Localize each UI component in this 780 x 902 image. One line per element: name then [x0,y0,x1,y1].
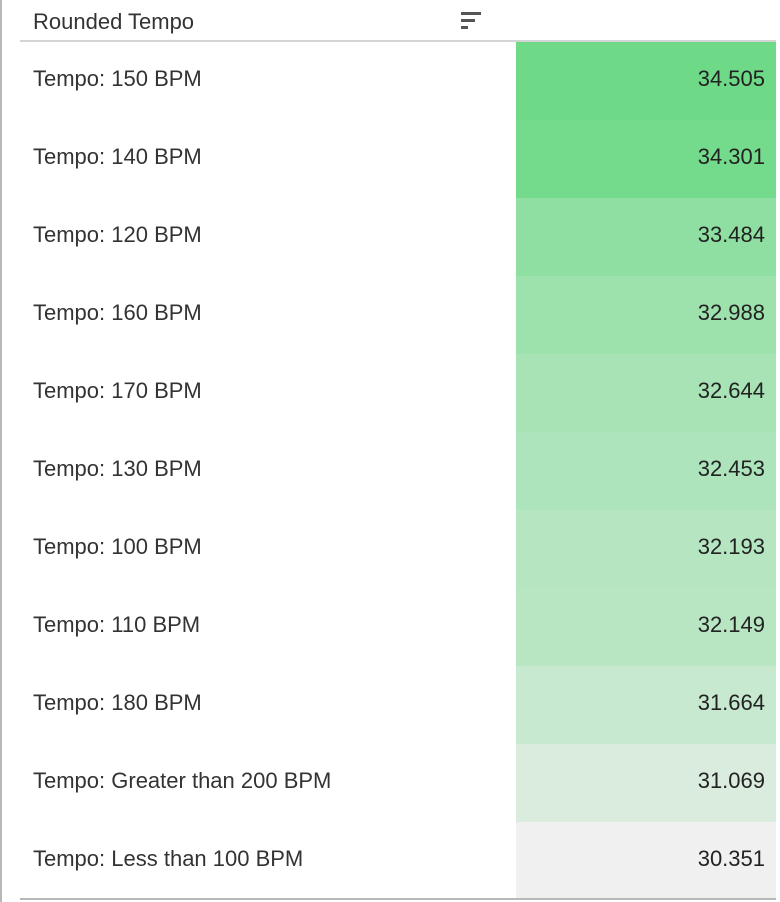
row-label: Tempo: 180 BPM [33,690,202,715]
value-label: 33.484 [697,222,765,247]
row-label: Tempo: Less than 100 BPM [33,846,304,871]
value-label: 34.301 [697,144,765,169]
sort-descending-icon[interactable] [461,12,485,34]
value-label: 31.069 [697,768,765,793]
left-border [0,0,2,902]
highlight-table: Tempo: 150 BPM 34.505 Tempo: 140 BPM 34.301… [20,42,776,900]
table-row[interactable]: Tempo: 140 BPM 34.301 [20,120,776,198]
value-cell[interactable]: 33.484 [516,198,776,276]
table-row[interactable]: Tempo: 130 BPM 32.453 [20,432,776,510]
table-row[interactable]: Tempo: 120 BPM 33.484 [20,198,776,276]
row-label: Tempo: 120 BPM [33,222,202,247]
value-label: 32.149 [697,612,765,637]
table-row[interactable]: Tempo: Less than 100 BPM 30.351 [20,822,776,900]
table-row[interactable]: Tempo: Greater than 200 BPM 31.069 [20,744,776,822]
row-label: Tempo: 160 BPM [33,300,202,325]
row-label: Tempo: 140 BPM [33,144,202,169]
row-label: Tempo: 150 BPM [33,66,202,91]
table-row[interactable]: Tempo: 180 BPM 31.664 [20,666,776,744]
value-label: 34.505 [697,66,765,91]
table-row[interactable]: Tempo: 170 BPM 32.644 [20,354,776,432]
value-cell[interactable]: 32.644 [516,354,776,432]
value-cell[interactable]: 30.351 [516,822,776,900]
row-label: Tempo: 130 BPM [33,456,202,481]
value-label: 32.453 [697,456,765,481]
row-label: Tempo: 170 BPM [33,378,202,403]
value-label: 30.351 [697,846,765,871]
value-label: 32.644 [697,378,765,403]
value-cell[interactable]: 32.149 [516,588,776,666]
column-header-label: Rounded Tempo [33,9,195,34]
value-label: 31.664 [697,690,765,715]
value-cell[interactable]: 32.193 [516,510,776,588]
bottom-border [20,898,776,900]
row-label: Tempo: 110 BPM [33,612,201,637]
value-cell[interactable]: 32.988 [516,276,776,354]
table-row[interactable]: Tempo: 110 BPM 32.149 [20,588,776,666]
value-label: 32.988 [697,300,765,325]
table-row[interactable]: Tempo: 160 BPM 32.988 [20,276,776,354]
value-cell[interactable]: 34.505 [516,42,776,120]
value-cell[interactable]: 31.664 [516,666,776,744]
value-cell[interactable]: 32.453 [516,432,776,510]
table-row[interactable]: Tempo: 100 BPM 32.193 [20,510,776,588]
table-row[interactable]: Tempo: 150 BPM 34.505 [20,42,776,120]
value-label: 32.193 [697,534,765,559]
value-cell[interactable]: 31.069 [516,744,776,822]
column-header: Rounded Tempo [20,0,776,42]
row-label: Tempo: Greater than 200 BPM [33,768,332,793]
value-cell[interactable]: 34.301 [516,120,776,198]
row-label: Tempo: 100 BPM [33,534,202,559]
